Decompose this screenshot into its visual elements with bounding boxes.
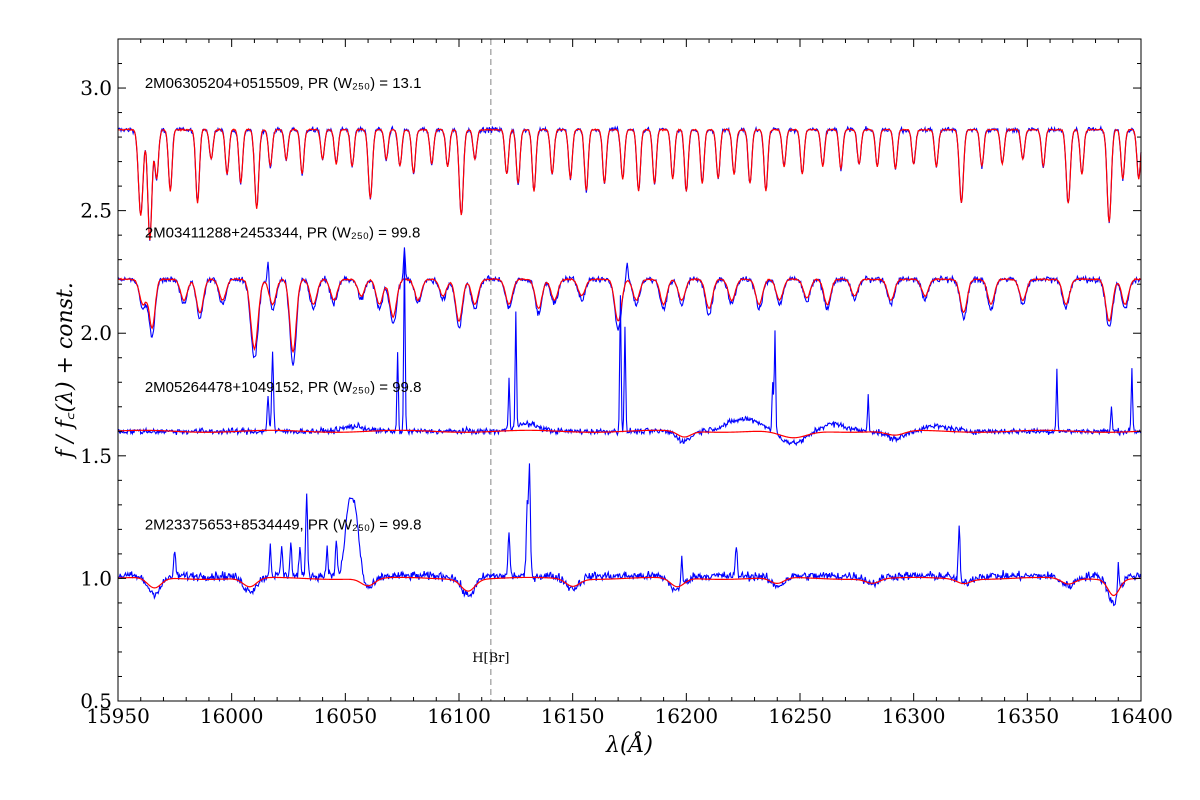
spectrum-label-4: 2M23375653+8534449, PR (W₂₅₀) = 99.8 <box>145 516 422 533</box>
spectrum-label-3: 2M05264478+1049152, PR (W₂₅₀) = 99.8 <box>145 379 422 396</box>
x-tick-label: 16050 <box>314 704 378 728</box>
y-tick-label: 1.0 <box>80 566 112 590</box>
x-tick-label: 16200 <box>655 704 719 728</box>
plot-area <box>118 39 1141 701</box>
spectrum-model-4 <box>117 576 1142 597</box>
spectrum-model-2 <box>117 277 1142 354</box>
spectrum-label-1: 2M06305204+0515509, PR (W₂₅₀) = 13.1 <box>145 75 422 92</box>
y-axis-title: f / f꜀(λ) + const. <box>53 282 78 460</box>
y-tick-label: 3.0 <box>80 76 112 100</box>
x-tick-label: 16400 <box>1109 704 1173 728</box>
y-tick-label: 2.0 <box>80 321 112 345</box>
y-tick-label: 2.5 <box>80 199 112 223</box>
x-tick-label: 15950 <box>86 704 150 728</box>
x-tick-label: 16350 <box>996 704 1060 728</box>
spectrum-label-2: 2M03411288+2453344, PR (W₂₅₀) = 99.8 <box>145 225 421 242</box>
x-axis-title: λ(Å) <box>605 730 653 758</box>
x-tick-label: 16000 <box>200 704 264 728</box>
hbr-label: H[Br] <box>472 651 509 666</box>
plot-frame <box>117 38 1142 702</box>
spectrum-model-1 <box>117 127 1142 241</box>
y-tick-label: 0.5 <box>80 689 112 713</box>
x-tick-label: 16250 <box>768 704 832 728</box>
x-tick-label: 16150 <box>541 704 605 728</box>
spectrum-model-3 <box>117 429 1142 439</box>
y-tick-label: 1.5 <box>80 444 112 468</box>
x-tick-label: 16100 <box>427 704 491 728</box>
x-tick-label: 16300 <box>882 704 946 728</box>
